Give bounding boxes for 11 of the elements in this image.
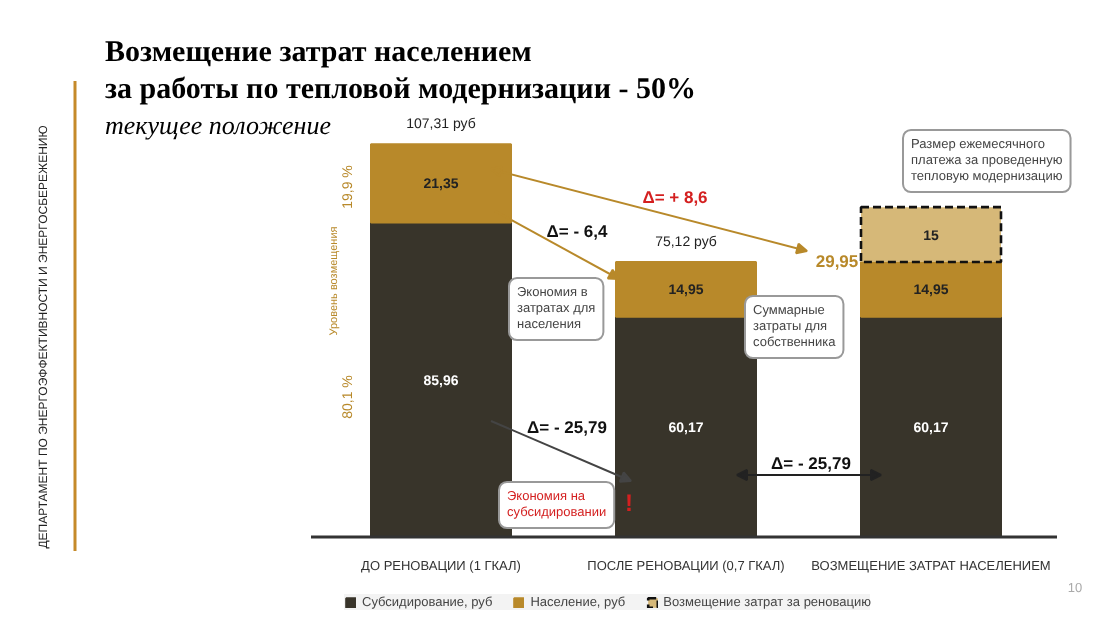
bar — [615, 261, 757, 318]
chart-title: Возмещение затрат населением за работы по тепловой модернизации - 50% — [105, 37, 696, 106]
bar — [859, 205, 1003, 264]
annotation: Δ= - 6,4 — [546, 221, 608, 241]
annotation: Δ= - 25,79 — [771, 453, 852, 473]
annotation: ! — [625, 489, 633, 517]
annotation: 29,95 — [815, 251, 859, 271]
chart-subtitle: текущее положение — [105, 110, 332, 140]
bar — [860, 261, 1002, 318]
annotation: Δ= + 8,6 — [642, 187, 709, 207]
annotation: Δ= - 25,79 — [527, 417, 608, 437]
